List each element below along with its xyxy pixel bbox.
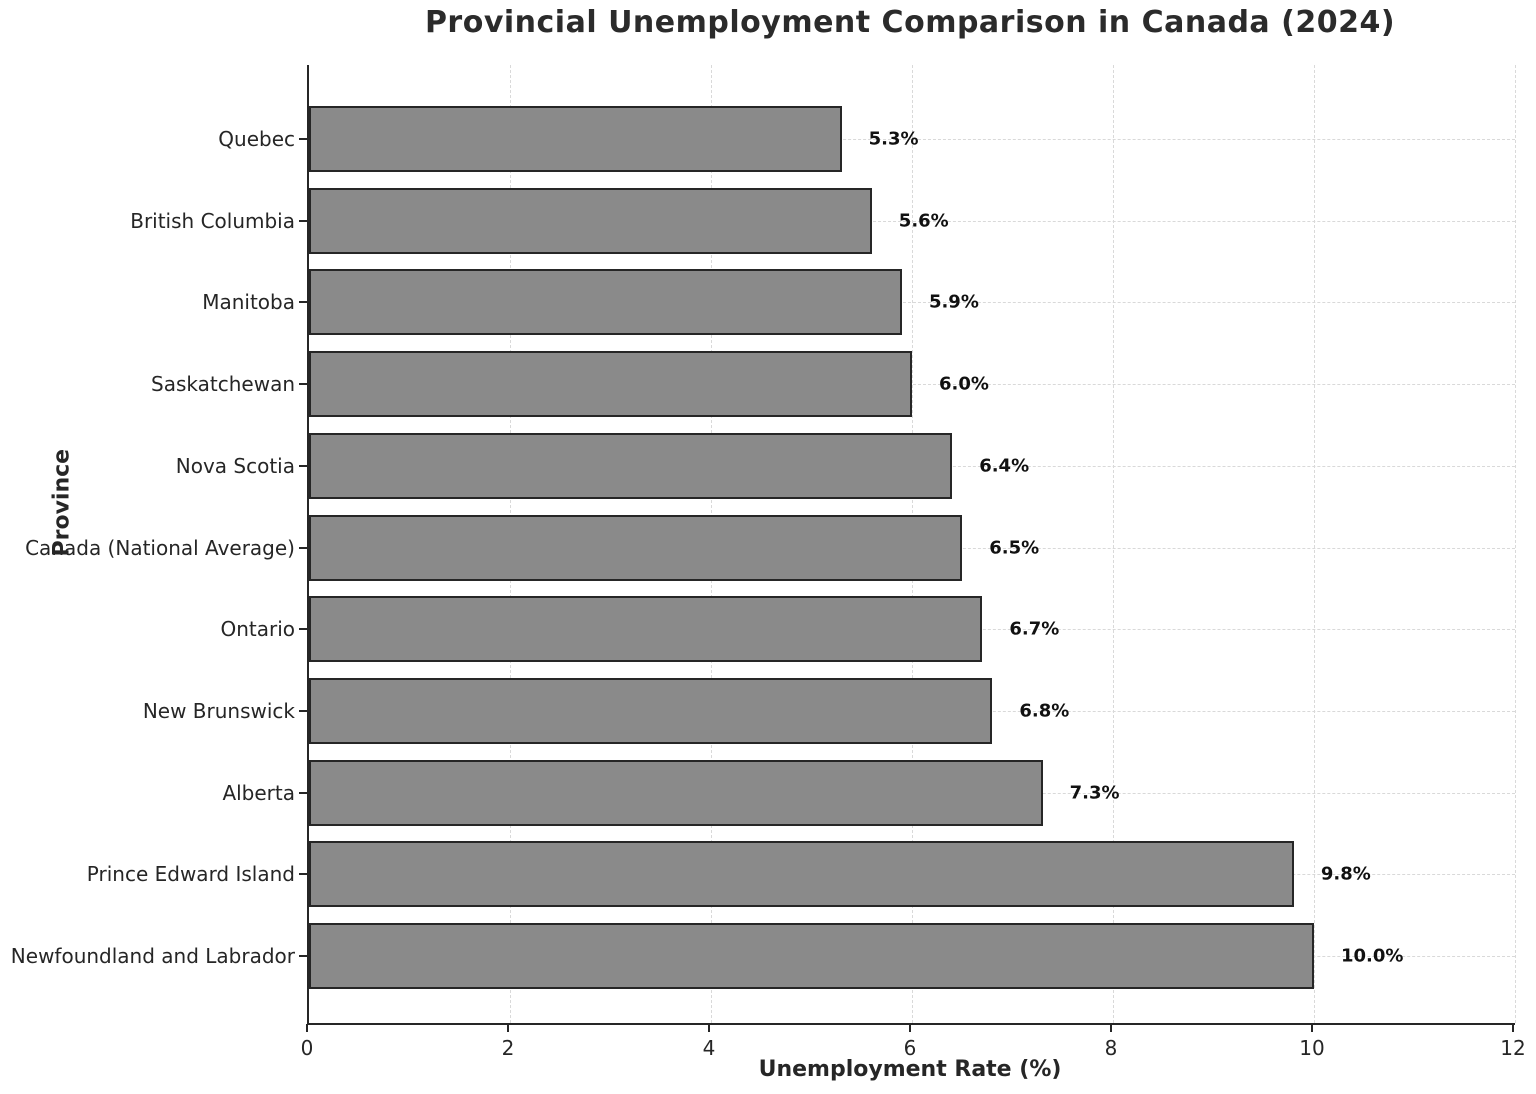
y-tick-mark — [299, 873, 307, 876]
x-tick-mark — [1110, 1024, 1112, 1032]
x-tick-mark — [1311, 1024, 1313, 1032]
y-tick-label: Prince Edward Island — [86, 862, 295, 887]
x-tick-label: 0 — [300, 1036, 314, 1060]
y-tick-mark — [299, 709, 307, 712]
y-tick-label: Manitoba — [202, 290, 295, 315]
y-gridline — [309, 220, 1515, 222]
x-tick-mark — [306, 1024, 308, 1032]
bar-british-columbia — [309, 187, 872, 254]
bar-ontario — [309, 596, 983, 663]
bar-value-label: 6.8% — [1019, 700, 1070, 722]
y-gridline — [309, 384, 1515, 386]
x-tick-mark — [708, 1024, 710, 1032]
bar-value-label: 6.0% — [939, 373, 989, 395]
y-tick-mark — [299, 628, 307, 631]
y-tick-mark — [299, 138, 307, 140]
x-tick-label: 6 — [903, 1036, 917, 1060]
y-tick-mark — [299, 383, 307, 386]
y-tick-label: Alberta — [222, 780, 295, 805]
y-tick-mark — [299, 464, 307, 467]
y-tick-label: Ontario — [220, 617, 295, 642]
x-tick-label: 4 — [702, 1036, 716, 1060]
x-gridline — [1113, 65, 1114, 1023]
y-tick-mark — [299, 955, 307, 957]
bar-value-label: 10.0% — [1341, 945, 1404, 967]
bar-manitoba — [309, 269, 902, 336]
plot-area: 5.3% 5.6% 5.9% 6.0% 6.4% 6.5% 6.7% 6.8% 7.3% 9.8%… — [307, 65, 1516, 1025]
y-tick-label: British Columbia — [130, 208, 295, 233]
bar-canada-national-average- — [309, 514, 963, 581]
bar-value-label: 5.6% — [898, 210, 949, 232]
y-tick-mark — [299, 791, 307, 794]
bar-saskatchewan — [309, 351, 912, 418]
y-tick-label: Canada (National Average) — [25, 535, 295, 560]
bar-value-label: 7.3% — [1069, 782, 1120, 804]
x-tick-mark — [1512, 1024, 1514, 1032]
bar-value-label: 5.9% — [928, 291, 979, 313]
bar-alberta — [309, 759, 1043, 826]
x-tick-mark — [507, 1024, 509, 1032]
bar-nova-scotia — [309, 432, 953, 499]
y-tick-mark — [299, 219, 307, 222]
bar-value-label: 5.3% — [868, 128, 919, 150]
y-tick-label: Newfoundland and Labrador — [10, 944, 295, 968]
chart-title: Provincial Unemployment Comparison in Ca… — [424, 5, 1396, 40]
y-gridline — [309, 302, 1515, 304]
bar-value-label: 9.8% — [1320, 863, 1371, 885]
x-tick-label: 12 — [1500, 1036, 1526, 1060]
bar-newfoundland-and-labrador — [309, 923, 1314, 989]
y-tick-label: Saskatchewan — [151, 372, 295, 397]
bar-value-label: 6.7% — [1009, 618, 1060, 640]
x-tick-mark — [909, 1024, 911, 1032]
bar-value-label: 6.5% — [989, 537, 1040, 558]
y-tick-mark — [299, 301, 307, 304]
x-gridline — [1515, 65, 1516, 1023]
bar-new-brunswick — [309, 677, 993, 744]
bar-value-label: 6.4% — [979, 455, 1030, 477]
x-tick-label: 8 — [1104, 1036, 1118, 1060]
y-tick-label: Nova Scotia — [175, 453, 295, 478]
y-tick-label: New Brunswick — [142, 698, 295, 723]
y-gridline — [309, 139, 1515, 140]
x-gridline — [1314, 65, 1315, 1023]
y-tick-label: Quebec — [218, 127, 295, 151]
bar-quebec — [309, 106, 842, 172]
y-tick-mark — [299, 546, 307, 549]
x-tick-label: 10 — [1299, 1036, 1325, 1060]
x-tick-label: 2 — [501, 1036, 515, 1060]
bar-prince-edward-island — [309, 841, 1294, 908]
x-axis-title: Unemployment Rate (%) — [758, 1057, 1062, 1082]
